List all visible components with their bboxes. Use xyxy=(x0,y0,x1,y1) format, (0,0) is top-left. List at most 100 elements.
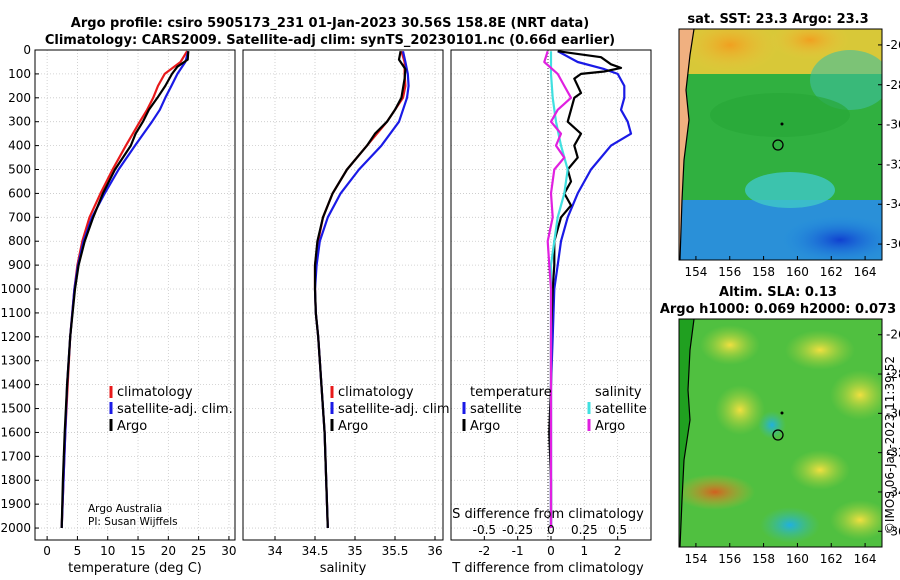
sla-field xyxy=(679,319,882,547)
s-tick-label: -0.25 xyxy=(502,523,533,537)
lat-tick-label: -30 xyxy=(886,118,900,132)
sla-high-patch xyxy=(700,325,760,365)
depth-tick-label: 1000 xyxy=(0,282,31,296)
depth-tick-labels: 0 100 200 300 400 500 600 700 800 900 1000 1100 1200… xyxy=(0,43,39,535)
difference-panel: -2 -1 0 1 2 -0.5 -0.25 0 0.25 0.5 S difference f… xyxy=(450,49,652,576)
depth-tick-label: 0 xyxy=(23,43,31,57)
sst-warm-patch xyxy=(680,29,780,73)
imos-watermark: ©IMOS 06-Jan-2023 11:39:52 xyxy=(883,356,897,534)
salinity-legend: climatology satellite-adj. clim. Argo xyxy=(330,385,454,434)
lon-tick-label: 156 xyxy=(718,552,741,566)
s-difference-tick-labels: -0.5 -0.25 0 0.25 0.5 xyxy=(473,523,628,537)
depth-tick-label: 300 xyxy=(8,115,31,129)
depth-tick-label: 200 xyxy=(8,91,31,105)
lon-tick-label: 158 xyxy=(752,552,775,566)
lat-tick-label: -28 xyxy=(886,78,900,92)
lat-tick-label: -36 xyxy=(886,237,900,251)
sla-high-patch xyxy=(830,370,882,420)
legend-t-argo-label: Argo xyxy=(470,419,500,434)
figure-title-line2: Climatology: CARS2009. Satellite-adj cli… xyxy=(45,33,615,48)
depth-tick-label: 900 xyxy=(8,258,31,272)
legend-t-satellite-label: satellite xyxy=(470,402,522,417)
x-tick-label: 34 xyxy=(267,544,282,558)
sla-low-patch xyxy=(760,507,820,543)
salinity-series xyxy=(313,50,410,529)
sla-peak-patch xyxy=(679,474,755,510)
x-tick-label: -2 xyxy=(478,544,490,558)
depth-tick-label: 700 xyxy=(8,210,31,224)
legend-satellite-label: satellite-adj. clim. xyxy=(117,402,233,417)
lon-tick-label: 158 xyxy=(752,265,775,279)
depth-tick-label: 1300 xyxy=(0,354,31,368)
legend-temperature-title: temperature xyxy=(470,385,552,400)
x-tick-label: 0 xyxy=(547,544,555,558)
sst-map-title: sat. SST: 23.3 Argo: 23.3 xyxy=(687,12,868,27)
sla-lat-ticks: -26 -28 -30 -32 -34 -36 xyxy=(878,328,900,538)
sst-argo-track-point xyxy=(780,122,784,126)
temperature-axes-box xyxy=(34,49,236,541)
x-tick-label: 0 xyxy=(43,544,51,558)
sst-field xyxy=(679,29,882,260)
series-line-argo xyxy=(313,50,407,529)
sst-land xyxy=(679,29,694,260)
legend-satellite-label: satellite-adj. clim. xyxy=(338,402,454,417)
sst-axes-box xyxy=(678,28,883,261)
sst-cold-patch xyxy=(780,215,882,260)
legend-argo-label: Argo xyxy=(117,419,147,434)
sla-map-title-line1: Altim. SLA: 0.13 xyxy=(719,285,837,300)
s-tick-label: 0.25 xyxy=(571,523,598,537)
lat-tick-label: -32 xyxy=(886,157,900,171)
lat-tick-label: -36 xyxy=(886,524,900,538)
credit-line2: PI: Susan Wijffels xyxy=(88,516,178,528)
figure-title-line1: Argo profile: csiro 5905173_231 01-Jan-2… xyxy=(71,16,589,31)
s-tick-label: 0 xyxy=(547,523,555,537)
depth-tick-label: 1200 xyxy=(0,330,31,344)
lon-tick-label: 154 xyxy=(684,552,707,566)
lat-tick-label: -30 xyxy=(886,406,900,420)
t-difference-tick-labels: -2 -1 0 1 2 xyxy=(478,536,621,558)
sst-coastline xyxy=(679,29,695,260)
lon-tick-label: 162 xyxy=(820,265,843,279)
salinity-panel: 34 34.5 35 35.5 36 salinity climatology sate… xyxy=(242,49,454,576)
x-tick-label: 35.5 xyxy=(382,544,409,558)
x-tick-label: -1 xyxy=(512,544,524,558)
x-tick-label: 36 xyxy=(427,544,442,558)
legend-salinity-title: salinity xyxy=(595,385,642,400)
temperature-xlabel: temperature (deg C) xyxy=(68,561,202,576)
x-tick-label: 25 xyxy=(191,544,206,558)
temperature-tick-labels: 0 5 10 15 20 25 30 xyxy=(43,536,237,558)
lon-tick-label: 160 xyxy=(786,552,809,566)
legend-argo-label: Argo xyxy=(338,419,368,434)
depth-tick-label: 1700 xyxy=(0,449,31,463)
sla-high-patch xyxy=(830,500,882,540)
x-tick-label: 30 xyxy=(221,544,236,558)
s-tick-label: -0.5 xyxy=(473,523,496,537)
legend-s-satellite-label: satellite xyxy=(595,402,647,417)
salinity-axes-box xyxy=(242,49,444,541)
x-tick-label: 10 xyxy=(100,544,115,558)
x-tick-label: 20 xyxy=(161,544,176,558)
legend-climatology-label: climatology xyxy=(117,385,193,400)
x-tick-label: 15 xyxy=(130,544,145,558)
sla-argo-track-point xyxy=(780,411,784,415)
lat-tick-label: -32 xyxy=(886,446,900,460)
sst-warm-patch xyxy=(770,29,850,60)
depth-tick-label: 1500 xyxy=(0,402,31,416)
lon-tick-label: 164 xyxy=(854,552,877,566)
series-line-argo xyxy=(60,51,190,529)
s-difference-xlabel: S difference from climatology xyxy=(452,507,644,522)
sla-land xyxy=(679,319,694,547)
t-difference-xlabel: T difference from climatology xyxy=(451,561,644,576)
sla-low-patch xyxy=(758,411,786,439)
temperature-legend: climatology satellite-adj. clim. Argo xyxy=(109,385,233,434)
sla-lon-ticks: 154 156 158 160 162 164 xyxy=(684,543,877,566)
depth-tick-label: 1800 xyxy=(0,473,31,487)
salinity-plot-area xyxy=(243,50,443,540)
salinity-tick-labels: 34 34.5 35 35.5 36 xyxy=(267,536,443,558)
sst-cool-patch xyxy=(810,50,882,110)
lat-tick-label: -34 xyxy=(886,197,900,211)
sla-coastline xyxy=(679,319,695,547)
depth-tick-label: 600 xyxy=(8,186,31,200)
lat-tick-label: -28 xyxy=(886,367,900,381)
